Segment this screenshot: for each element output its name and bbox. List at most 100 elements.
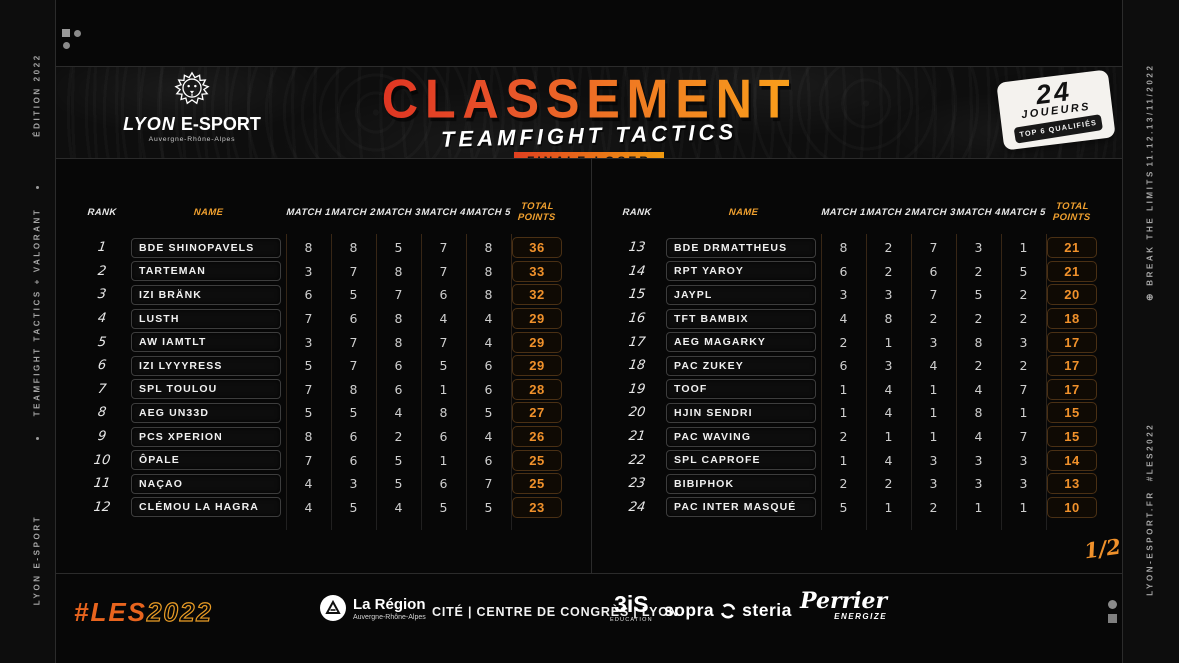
header-match: MATCH 4: [421, 206, 467, 218]
player-name: LUSTH: [131, 308, 281, 329]
match-score: 5: [304, 405, 313, 421]
match-score: 6: [439, 476, 448, 492]
table-row: 23 BIBIPHOK 2 2 3 3 3 13: [608, 472, 1100, 496]
rank-cell: 14: [627, 263, 647, 279]
match-score: 3: [929, 334, 938, 350]
header-match: MATCH 2: [331, 206, 377, 218]
total-points: 25: [512, 473, 562, 495]
header-match: MATCH 2: [866, 206, 912, 218]
match-score: 6: [304, 287, 313, 303]
match-score: 6: [839, 358, 848, 374]
deco-square-icon: [1108, 614, 1117, 623]
player-name: JAYPL: [666, 284, 816, 305]
player-name: BDE DRMATTHEUS: [666, 237, 816, 258]
match-score: 5: [484, 405, 493, 421]
rank-cell: 11: [92, 476, 112, 492]
player-name: TARTEMAN: [131, 261, 281, 282]
match-score: 2: [884, 240, 893, 256]
table-row: 16 TFT BAMBIX 4 8 2 2 2 18: [608, 307, 1100, 331]
player-name: NAÇAO: [131, 473, 281, 494]
match-score: 4: [484, 311, 493, 327]
match-score: 6: [484, 452, 493, 468]
sponsor-perrier: Perrier ENERGIZE: [800, 590, 887, 621]
table-row: 4 LUSTH 7 6 8 4 4 29: [73, 307, 565, 331]
sponsor-3is-title: 3iS: [614, 591, 649, 617]
match-score: 5: [1019, 263, 1028, 279]
stage-badge: FINALE LOSER: [513, 152, 664, 158]
match-score: 1: [1019, 240, 1028, 256]
table-row: 22 SPL CAPROFE 1 4 3 3 3 14: [608, 448, 1100, 472]
la-region-title: La Région: [353, 595, 426, 613]
column-divider: [1001, 234, 1002, 530]
column-divider: [1046, 234, 1047, 530]
match-score: 8: [439, 405, 448, 421]
standings-table-right: RANK NAME MATCH 1 MATCH 2 MATCH 3 MATCH …: [608, 190, 1100, 530]
total-points: 27: [512, 402, 562, 424]
match-score: 1: [839, 405, 848, 421]
match-score: 2: [974, 311, 983, 327]
player-name: SPL TOULOU: [131, 379, 281, 400]
player-name: AW IAMTLT: [131, 332, 281, 353]
table-row: 17 AEG MAGARKY 2 1 3 8 3 17: [608, 330, 1100, 354]
match-score: 6: [394, 381, 403, 397]
match-score: 3: [884, 287, 893, 303]
match-score: 1: [1019, 405, 1028, 421]
match-score: 8: [839, 240, 848, 256]
player-name: ÔPALE: [131, 450, 281, 471]
match-score: 5: [974, 287, 983, 303]
match-score: 2: [839, 334, 848, 350]
match-score: 4: [884, 405, 893, 421]
match-score: 4: [394, 405, 403, 421]
header-match: MATCH 5: [1001, 206, 1047, 218]
rank-cell: 23: [627, 476, 647, 492]
match-score: 4: [974, 381, 983, 397]
match-score: 8: [974, 334, 983, 350]
match-score: 1: [974, 499, 983, 515]
table-row: 12 CLÉMOU LA HAGRA 4 5 4 5 5 23: [73, 496, 565, 520]
rank-cell: 2: [96, 263, 108, 279]
match-score: 8: [394, 334, 403, 350]
rail-hashtag: #LES2022: [1145, 422, 1155, 482]
rank-cell: 1: [96, 240, 108, 256]
rail-website: LYON-ESPORT.FR: [1145, 490, 1155, 596]
player-name: PAC ZUKEY: [666, 355, 816, 376]
left-frame-line: [55, 0, 56, 663]
table-body: 1 BDE SHINOPAVELS 8 8 5 7 8 36 2 TARTEMA…: [73, 236, 565, 519]
player-name: PCS XPERION: [131, 426, 281, 447]
match-score: 8: [394, 311, 403, 327]
standings-table-left: RANK NAME MATCH 1 MATCH 2 MATCH 3 MATCH …: [73, 190, 565, 530]
logo-wordmark: LYON E-SPORT: [102, 114, 282, 135]
match-score: 8: [484, 240, 493, 256]
total-points: 10: [1047, 496, 1097, 518]
rank-cell: 16: [627, 311, 647, 327]
total-points: 15: [1047, 426, 1097, 448]
deco-dot-icon: [63, 42, 70, 49]
table-row: 24 PAC INTER MASQUÉ 5 1 2 1 1 10: [608, 496, 1100, 520]
match-score: 8: [394, 263, 403, 279]
match-score: 2: [394, 429, 403, 445]
footer-top-line: [56, 573, 1122, 574]
match-score: 7: [929, 240, 938, 256]
table-row: 6 IZI LYYYRESS 5 7 6 5 6 29: [73, 354, 565, 378]
hashtag-solid: #LES: [74, 597, 148, 627]
match-score: 6: [484, 358, 493, 374]
column-divider: [821, 234, 822, 530]
match-score: 3: [304, 334, 313, 350]
rail-slogan-text: BREAK THE LIMITS: [1145, 169, 1155, 286]
player-name: PAC WAVING: [666, 426, 816, 447]
match-score: 6: [839, 263, 848, 279]
column-divider: [911, 234, 912, 530]
total-points: 28: [512, 378, 562, 400]
match-score: 5: [349, 499, 358, 515]
rank-cell: 24: [627, 499, 647, 515]
total-points: 17: [1047, 331, 1097, 353]
header-total: TOTAL POINTS: [517, 201, 556, 223]
total-points: 26: [512, 426, 562, 448]
match-score: 5: [394, 476, 403, 492]
match-score: 8: [304, 240, 313, 256]
match-score: 6: [484, 381, 493, 397]
player-name: PAC INTER MASQUÉ: [666, 497, 816, 518]
match-score: 4: [484, 334, 493, 350]
header-banner: LYON E-SPORT Auvergne-Rhône-Alpes CLASSE…: [56, 67, 1122, 158]
match-score: 8: [484, 263, 493, 279]
